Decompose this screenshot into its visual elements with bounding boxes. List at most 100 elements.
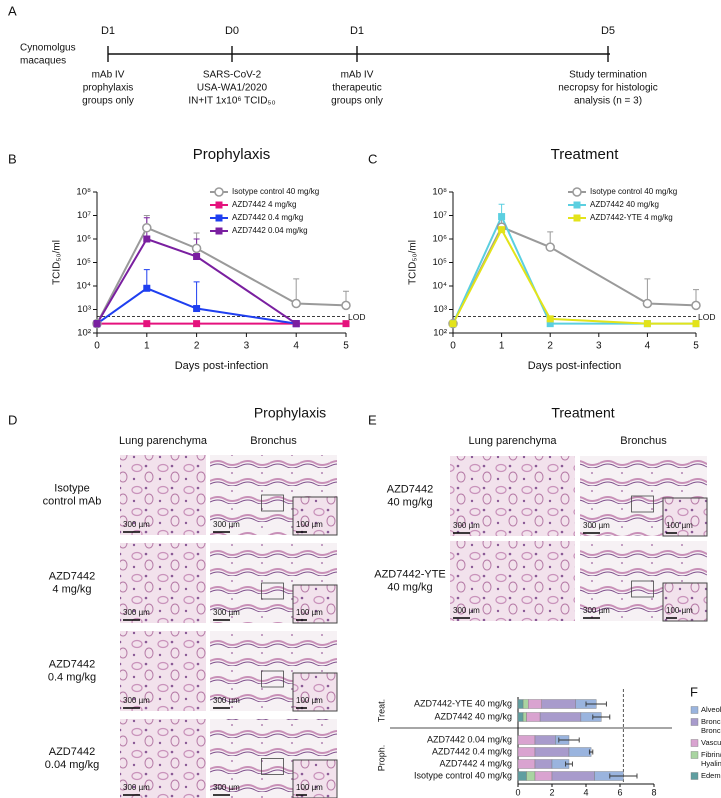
- category-label: AZD7442 40 mg/kg: [434, 711, 512, 721]
- chart-title: Prophylaxis: [193, 146, 271, 163]
- timeline-note: groups only: [331, 96, 383, 107]
- legend-swatch: [690, 751, 699, 759]
- row-label: AZD7442: [49, 746, 95, 758]
- lung-image: [120, 455, 206, 535]
- point: [143, 284, 151, 292]
- inset-frame: [261, 494, 284, 512]
- scale-bar-label: 300 µm: [213, 783, 240, 792]
- timeline-subject: Cynomolgus: [20, 43, 76, 54]
- x-tick-label: 2: [547, 341, 553, 352]
- inset-image: [662, 582, 708, 622]
- panel-letter: D: [8, 412, 17, 427]
- panel-title: Treatment: [551, 405, 614, 421]
- bar-segment: [568, 747, 592, 757]
- legend-label: AZD7442-YTE 4 mg/kg: [590, 213, 673, 222]
- x-tick-label: 1: [144, 341, 150, 352]
- y-tick-label: 10⁶: [433, 234, 448, 245]
- lod-label: LOD: [698, 312, 715, 322]
- legend-marker: [573, 214, 581, 222]
- bar-segment: [551, 771, 595, 781]
- timeline-note: necropsy for histologic: [558, 83, 658, 94]
- column-header: Lung parenchyma: [119, 435, 208, 447]
- group-label: Treat.: [376, 699, 386, 722]
- legend-swatch: [690, 706, 699, 714]
- bar-segment: [522, 699, 529, 709]
- scale-bar-label: 300 µm: [213, 608, 240, 617]
- x-tick-label: 3: [244, 341, 250, 352]
- timeline-note: therapeutic: [332, 83, 381, 94]
- inset-frame: [261, 758, 284, 775]
- point: [342, 320, 350, 328]
- bar-segment: [534, 747, 570, 757]
- inset-scale-label: 100 µm: [296, 696, 323, 705]
- timeline-note: USA-WA1/2020: [197, 83, 268, 94]
- legend-label: AZD7442 0.04 mg/kg: [232, 226, 308, 235]
- category-label: AZD7442 0.04 mg/kg: [427, 734, 512, 744]
- legend-label: Isotype control 40 mg/kg: [590, 187, 677, 196]
- y-axis-label: TCID₅₀/ml: [408, 240, 419, 285]
- y-tick-label: 10³: [433, 304, 447, 315]
- legend-marker: [572, 187, 582, 197]
- inset-image: [292, 672, 338, 712]
- point: [292, 320, 300, 328]
- x-tick-label: 3: [596, 341, 602, 352]
- inset-scale-label: 100 µm: [666, 521, 693, 530]
- inset-image: [292, 759, 338, 798]
- inset-scale-label: 100 µm: [296, 520, 323, 529]
- legend-label-line: Hyalin: [701, 759, 721, 768]
- row-label: AZD7442-YTE: [374, 568, 446, 580]
- point: [193, 305, 201, 313]
- y-tick-label: 10⁷: [433, 210, 448, 221]
- legend-label: Fibrin/Hyalin: [701, 750, 721, 768]
- x-tick-label: 2: [549, 787, 554, 797]
- y-tick-label: 10³: [77, 304, 91, 315]
- row-label: Isotype: [54, 482, 89, 494]
- timeline-note: analysis (n = 3): [574, 96, 642, 107]
- legend-label-line: Bronchiole: [701, 726, 721, 735]
- y-tick-label: 10⁵: [76, 257, 91, 268]
- scale-bar-label: 300 µm: [123, 783, 150, 792]
- inset-image: [292, 584, 338, 624]
- x-tick-label: 8: [651, 787, 656, 797]
- timeline-note: Study termination: [569, 70, 647, 81]
- timeline-day: D5: [601, 25, 615, 37]
- row-label: control mAb: [43, 495, 102, 507]
- panel-letter: B: [8, 151, 17, 166]
- legend-label: Alveoli: [701, 705, 721, 714]
- x-tick-label: 5: [693, 341, 699, 352]
- x-tick-label: 1: [499, 341, 505, 352]
- x-tick-label: 0: [450, 341, 456, 352]
- legend-label: AZD7442 4 mg/kg: [232, 200, 296, 209]
- lung-image: [450, 456, 575, 536]
- y-tick-label: 10⁶: [77, 234, 92, 245]
- point: [691, 300, 701, 311]
- legend-label-line: Fibrin/: [701, 750, 721, 759]
- point: [449, 320, 457, 328]
- error-bar: [558, 737, 580, 743]
- series-line: [96, 287, 297, 325]
- point: [291, 298, 301, 309]
- error-bar: [565, 761, 573, 767]
- point: [692, 320, 700, 328]
- timeline-note: prophylaxis: [83, 83, 134, 94]
- scale-bar-label: 300 µm: [123, 520, 150, 529]
- bar-segment: [534, 735, 556, 745]
- column-header: Bronchus: [250, 435, 297, 447]
- inset-frame: [261, 582, 284, 600]
- lung-image: [120, 719, 206, 798]
- scale-bar-label: 300 µm: [583, 606, 610, 615]
- inset-frame: [631, 580, 654, 598]
- x-tick-label: 2: [194, 341, 200, 352]
- timeline-note: SARS-CoV-2: [203, 70, 262, 81]
- y-tick-label: 10⁴: [76, 281, 91, 292]
- panel-letter: C: [368, 151, 377, 166]
- legend-label: Edema: [701, 771, 721, 780]
- x-tick-label: 4: [583, 787, 588, 797]
- error-bar: [592, 714, 611, 720]
- point: [193, 253, 201, 261]
- x-tick-label: 5: [343, 341, 349, 352]
- y-tick-label: 10⁷: [77, 210, 92, 221]
- row-label: 4 mg/kg: [52, 583, 91, 595]
- timeline-subject: macaques: [20, 56, 66, 67]
- point: [341, 300, 351, 311]
